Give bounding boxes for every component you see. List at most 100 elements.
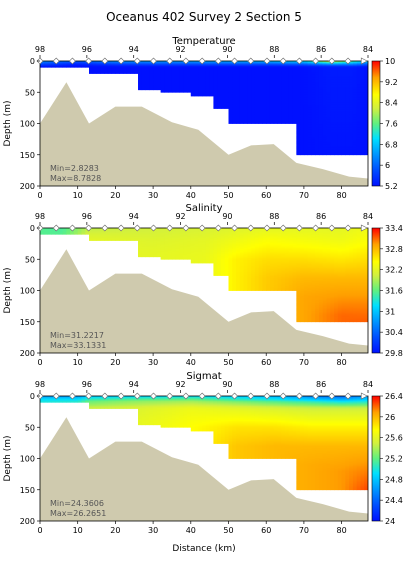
field-cell bbox=[334, 147, 339, 149]
field-cell bbox=[311, 97, 316, 99]
field-cell bbox=[356, 88, 361, 91]
field-cell bbox=[352, 137, 358, 139]
field-cell bbox=[341, 94, 346, 97]
field-cell bbox=[153, 233, 158, 235]
field-cell bbox=[318, 149, 324, 152]
field-cell bbox=[334, 148, 339, 151]
field-cell bbox=[352, 83, 358, 86]
field-cell bbox=[205, 228, 211, 230]
field-cell bbox=[266, 114, 271, 117]
field-cell bbox=[202, 83, 207, 86]
field-cell bbox=[292, 77, 297, 79]
field-cell bbox=[224, 259, 229, 261]
field-cell bbox=[285, 76, 290, 78]
field-cell bbox=[341, 72, 346, 74]
field-cell bbox=[292, 255, 297, 258]
field-cell bbox=[220, 62, 226, 64]
field-cell bbox=[149, 63, 154, 66]
field-cell bbox=[315, 66, 320, 68]
field-cell bbox=[198, 249, 203, 251]
field-cell bbox=[300, 138, 305, 141]
field-cell bbox=[228, 97, 233, 99]
field-cell bbox=[307, 143, 312, 146]
field-cell bbox=[96, 63, 101, 66]
field-cell bbox=[228, 99, 233, 102]
field-cell bbox=[141, 251, 146, 254]
field-cell bbox=[356, 141, 361, 143]
field-cell bbox=[251, 104, 256, 107]
field-cell bbox=[277, 63, 282, 66]
field-cell bbox=[243, 121, 248, 123]
field-cell bbox=[288, 107, 293, 109]
field-cell bbox=[164, 81, 169, 83]
field-cell bbox=[349, 144, 354, 147]
field-cell bbox=[236, 265, 241, 268]
field-cell bbox=[209, 230, 214, 233]
field-cell bbox=[334, 72, 339, 74]
field-cell bbox=[194, 258, 199, 260]
field-cell bbox=[239, 281, 244, 284]
field-cell bbox=[145, 255, 150, 258]
field-cell bbox=[334, 101, 339, 103]
field-cell bbox=[364, 87, 368, 89]
field-cell bbox=[318, 123, 324, 126]
field-cell bbox=[300, 97, 305, 99]
field-cell bbox=[236, 94, 241, 97]
field-cell bbox=[175, 66, 180, 68]
field-cell bbox=[266, 112, 271, 114]
field-cell bbox=[251, 72, 256, 74]
field-cell bbox=[349, 63, 354, 66]
field-cell bbox=[138, 229, 143, 231]
field-cell bbox=[330, 138, 335, 141]
field-cell bbox=[187, 253, 192, 255]
field-cell bbox=[349, 117, 354, 119]
field-cell bbox=[122, 66, 128, 68]
field-cell bbox=[138, 245, 143, 248]
field-cell bbox=[251, 94, 256, 97]
field-cell bbox=[262, 273, 267, 275]
field-cell bbox=[341, 133, 346, 136]
field-cell bbox=[262, 71, 267, 73]
field-cell bbox=[122, 64, 128, 67]
field-cell bbox=[232, 245, 237, 248]
field-cell bbox=[352, 88, 358, 91]
field-cell bbox=[43, 64, 48, 67]
field-cell bbox=[334, 84, 339, 87]
field-cell bbox=[356, 89, 361, 92]
field-cell bbox=[247, 116, 252, 118]
field-cell bbox=[277, 61, 282, 63]
field-cell bbox=[217, 69, 222, 72]
field-cell bbox=[318, 68, 324, 71]
field-cell bbox=[220, 271, 226, 274]
field-cell bbox=[266, 88, 271, 91]
field-cell bbox=[296, 128, 301, 131]
field-cell bbox=[183, 250, 188, 253]
field-cell bbox=[232, 288, 237, 290]
field-cell bbox=[269, 245, 275, 248]
field-cell bbox=[254, 66, 260, 68]
field-cell bbox=[262, 67, 267, 69]
field-cell bbox=[236, 286, 241, 289]
field-cell bbox=[96, 236, 101, 239]
field-cell bbox=[315, 144, 320, 147]
field-cell bbox=[318, 78, 324, 81]
field-cell bbox=[70, 66, 75, 68]
field-cell bbox=[315, 131, 320, 133]
field-cell bbox=[213, 103, 218, 106]
field-cell bbox=[341, 107, 346, 109]
field-cell bbox=[258, 251, 263, 254]
field-cell bbox=[307, 109, 312, 112]
field-cell bbox=[303, 134, 309, 137]
field-cell bbox=[194, 244, 199, 246]
field-cell bbox=[164, 73, 169, 76]
field-cell bbox=[281, 281, 286, 284]
field-cell bbox=[198, 258, 203, 260]
field-cell bbox=[315, 81, 320, 83]
field-cell bbox=[236, 77, 241, 79]
field-cell bbox=[326, 81, 331, 83]
field-cell bbox=[273, 255, 278, 258]
field-cell bbox=[334, 136, 339, 138]
field-cell bbox=[239, 280, 244, 283]
field-cell bbox=[149, 236, 154, 239]
field-cell bbox=[145, 240, 150, 243]
